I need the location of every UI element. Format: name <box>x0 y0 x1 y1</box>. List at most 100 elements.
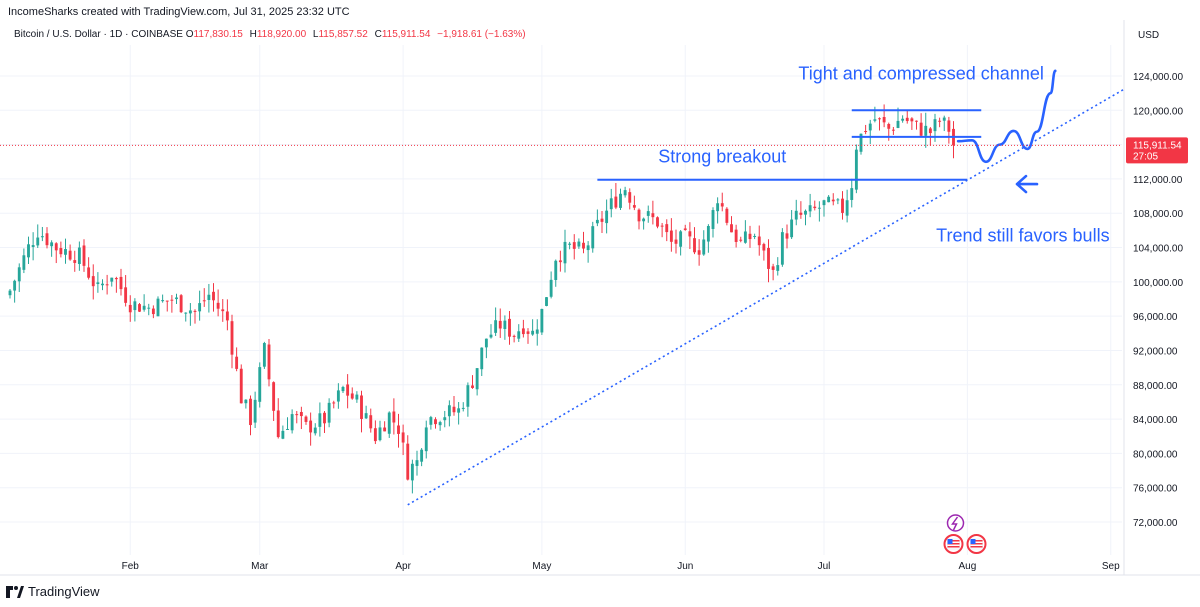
candle <box>730 216 733 233</box>
candle <box>850 178 854 208</box>
candle-body <box>202 300 206 302</box>
y-tick-label: 96,000.00 <box>1133 312 1178 323</box>
candle <box>512 334 516 343</box>
x-tick-label: Aug <box>958 561 976 572</box>
candle-body <box>595 219 599 224</box>
candle <box>147 303 151 316</box>
candle <box>517 324 521 342</box>
candle-body <box>82 245 86 266</box>
candle-body <box>31 245 35 247</box>
candle-body <box>577 241 581 247</box>
candle <box>586 241 590 263</box>
candle-body <box>313 427 317 434</box>
candle-body <box>915 120 918 122</box>
candle <box>702 230 706 256</box>
us-flag-event-icon <box>966 534 987 554</box>
y-tick-label: 124,000.00 <box>1133 72 1183 83</box>
candle-body <box>568 243 572 245</box>
candle <box>272 381 276 422</box>
tradingview-footer[interactable]: TradingView <box>6 584 100 599</box>
candle-body <box>161 300 165 302</box>
candle-body <box>59 248 63 255</box>
candle-body <box>22 255 26 270</box>
candle <box>369 408 373 433</box>
candle-body <box>378 427 382 441</box>
candle <box>471 375 474 389</box>
candle-body <box>225 311 229 321</box>
candle-body <box>272 382 276 411</box>
candle-body <box>660 225 664 227</box>
candle <box>489 324 493 339</box>
candle <box>790 210 794 240</box>
flag-canton <box>947 539 953 544</box>
candle <box>632 195 636 211</box>
candle-body <box>267 344 271 380</box>
candle <box>831 193 835 206</box>
candle-body <box>794 210 798 220</box>
candle <box>364 405 368 420</box>
candle <box>915 120 918 130</box>
candle <box>27 236 30 265</box>
candle <box>526 328 530 344</box>
currency-label[interactable]: USD <box>1138 30 1160 41</box>
candle-body <box>642 218 646 222</box>
candle-body <box>54 243 58 251</box>
candle-body <box>563 241 567 264</box>
candle <box>225 299 229 331</box>
y-tick-label: 84,000.00 <box>1133 415 1178 426</box>
y-tick-label: 88,000.00 <box>1133 381 1178 392</box>
candle-body <box>549 279 553 297</box>
y-tick-label: 92,000.00 <box>1133 346 1178 357</box>
candle <box>910 117 914 130</box>
candle-body <box>332 402 336 404</box>
candle-body <box>336 390 340 402</box>
chart-creator-header: IncomeSharks created with TradingView.co… <box>8 6 350 18</box>
economic-events <box>943 514 987 554</box>
candle-body <box>318 413 322 427</box>
symbol-name[interactable]: Bitcoin / U.S. Dollar · 1D · COINBASE <box>14 29 183 40</box>
candle-body <box>545 297 548 306</box>
candle <box>753 233 757 240</box>
candle <box>253 391 257 429</box>
y-tick-label: 76,000.00 <box>1133 484 1178 495</box>
candle-body <box>683 228 687 230</box>
candle <box>572 234 576 260</box>
candle-body <box>262 343 266 367</box>
candle <box>683 224 687 231</box>
candle <box>577 238 581 249</box>
candle <box>313 423 317 436</box>
candle-body <box>373 428 377 442</box>
candle <box>304 415 308 425</box>
candle-body <box>253 399 257 423</box>
high-value: 118,920.00 <box>256 29 307 40</box>
candle <box>540 308 544 335</box>
candle <box>151 305 155 319</box>
candle <box>8 289 12 299</box>
candle-body <box>521 328 525 335</box>
candle-body <box>494 320 498 333</box>
candle-body <box>165 300 169 302</box>
candle-body <box>637 209 641 222</box>
y-tick-label: 108,000.00 <box>1133 209 1183 220</box>
candle-body <box>170 299 174 301</box>
candle-body <box>64 249 67 255</box>
candle-body <box>531 330 535 335</box>
candle-body <box>230 321 234 355</box>
candle-body <box>938 120 942 122</box>
candle-body <box>68 250 72 260</box>
candle-body <box>276 410 280 438</box>
candle <box>77 241 81 271</box>
candle <box>461 402 465 412</box>
candle <box>105 274 109 295</box>
candle <box>693 227 696 255</box>
x-tick-label: May <box>532 561 551 572</box>
candle-body <box>290 414 294 431</box>
candle-body <box>443 417 447 421</box>
candle <box>387 411 391 438</box>
candle-body <box>327 402 331 423</box>
candle-body <box>780 232 784 265</box>
candle-body <box>572 242 576 249</box>
candle <box>22 248 26 274</box>
